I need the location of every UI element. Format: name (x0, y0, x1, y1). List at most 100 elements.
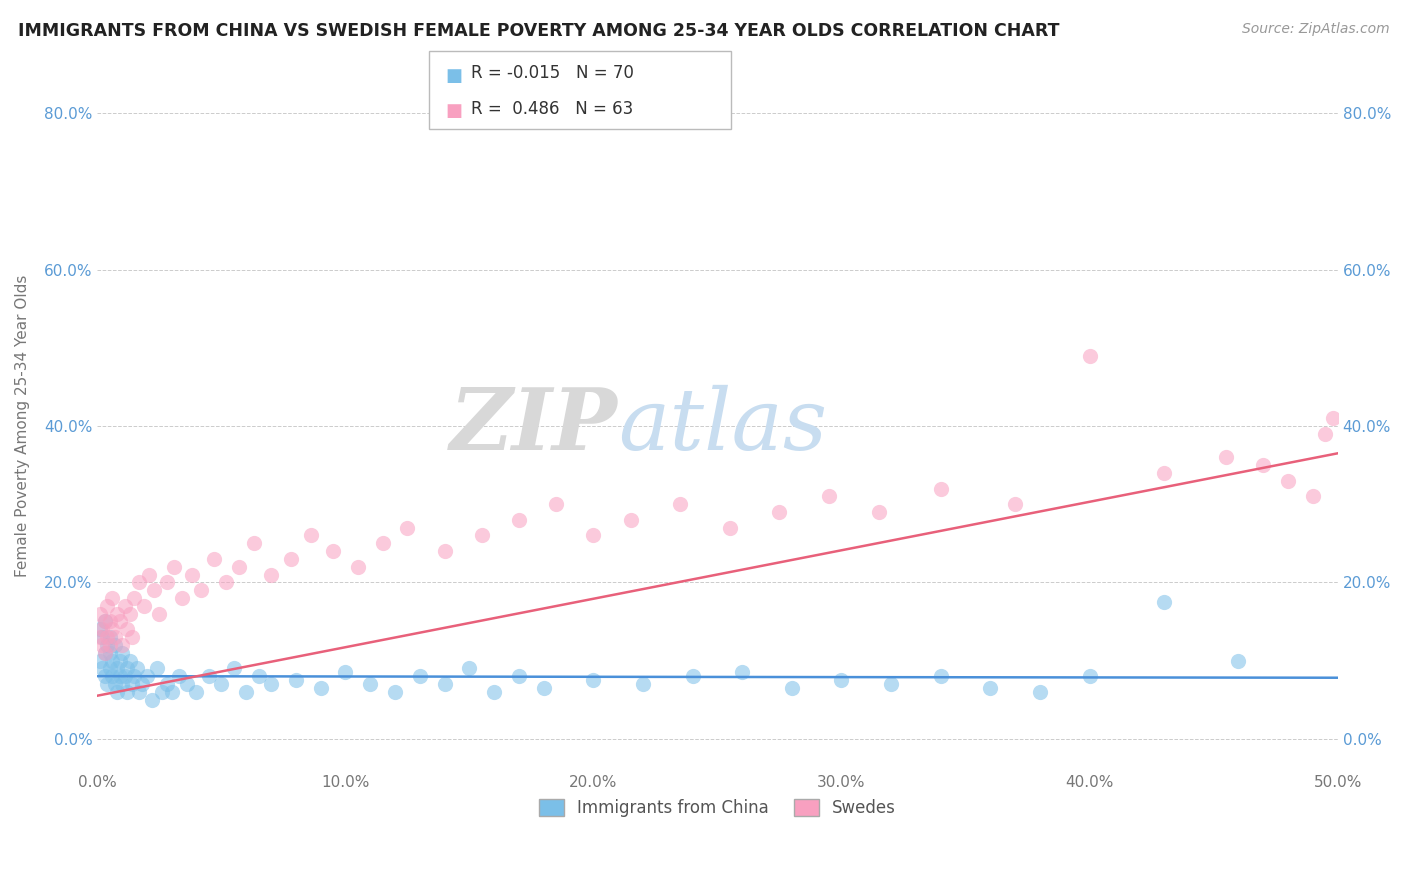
Point (156, 575, 179, 590)
Point (124, 669, 146, 683)
Point (111, 638, 134, 652)
Point (135, 669, 157, 683)
Text: R = -0.015   N = 70: R = -0.015 N = 70 (471, 64, 634, 82)
Point (128, 575, 150, 590)
Point (118, 607, 141, 621)
Point (384, 685, 406, 699)
Point (89, 654, 111, 668)
Point (669, 497, 692, 511)
Point (284, 673, 307, 687)
Point (768, 505, 790, 519)
Point (101, 622, 124, 636)
Point (108, 669, 131, 683)
Point (1078, 669, 1101, 683)
Point (228, 559, 250, 574)
Point (620, 513, 643, 527)
Point (180, 567, 202, 582)
Point (104, 677, 127, 691)
Point (202, 552, 225, 566)
Point (93, 646, 115, 660)
Text: ■: ■ (446, 67, 463, 85)
Point (1215, 450, 1237, 465)
Point (1004, 497, 1026, 511)
Point (115, 685, 138, 699)
Point (111, 677, 134, 691)
Point (396, 520, 419, 534)
Point (346, 559, 368, 574)
Point (96, 630, 118, 644)
Point (104, 638, 127, 652)
Point (880, 677, 903, 691)
Point (682, 669, 704, 683)
Point (631, 677, 654, 691)
Point (143, 583, 166, 598)
Point (163, 559, 186, 574)
Point (508, 513, 530, 527)
Point (105, 685, 128, 699)
Point (108, 615, 131, 629)
Point (198, 669, 221, 683)
Point (128, 685, 150, 699)
Point (91, 638, 114, 652)
Point (91, 630, 114, 644)
Point (96, 677, 118, 691)
Point (108, 654, 131, 668)
Point (818, 489, 841, 503)
Point (93, 646, 115, 660)
Point (582, 528, 605, 542)
Point (93, 669, 115, 683)
Point (125, 661, 148, 675)
Point (979, 681, 1001, 695)
Point (1227, 654, 1250, 668)
Point (1078, 349, 1101, 363)
Point (121, 630, 143, 644)
Point (131, 677, 153, 691)
Point (371, 536, 394, 550)
Point (114, 599, 136, 613)
Point (186, 685, 208, 699)
Point (309, 681, 332, 695)
Point (93, 615, 115, 629)
Point (433, 677, 456, 691)
Point (167, 669, 190, 683)
Point (546, 497, 568, 511)
Point (929, 482, 952, 496)
Point (89, 607, 111, 621)
Point (830, 673, 852, 687)
Text: Source: ZipAtlas.com: Source: ZipAtlas.com (1241, 22, 1389, 37)
Point (235, 685, 257, 699)
Text: atlas: atlas (619, 384, 827, 467)
Point (91, 622, 114, 636)
Text: ■: ■ (446, 103, 463, 120)
Point (156, 677, 179, 691)
Point (111, 646, 134, 660)
Point (718, 520, 741, 534)
Point (98, 630, 121, 644)
Point (471, 528, 494, 542)
Point (247, 669, 270, 683)
Point (242, 536, 264, 550)
Point (138, 567, 160, 582)
Point (1277, 474, 1299, 488)
Legend: Immigrants from China, Swedes: Immigrants from China, Swedes (531, 792, 903, 823)
Point (322, 544, 344, 558)
Point (433, 544, 456, 558)
Point (780, 681, 803, 695)
Text: ZIP: ZIP (450, 384, 619, 467)
Point (134, 599, 156, 613)
Point (929, 669, 952, 683)
Point (1153, 595, 1175, 609)
Point (299, 528, 322, 542)
Point (124, 591, 146, 605)
Point (89, 630, 111, 644)
Point (458, 661, 481, 675)
Point (222, 661, 245, 675)
Y-axis label: Female Poverty Among 25-34 Year Olds: Female Poverty Among 25-34 Year Olds (15, 275, 30, 577)
Point (141, 692, 163, 706)
Point (115, 622, 138, 636)
Text: IMMIGRANTS FROM CHINA VS SWEDISH FEMALE POVERTY AMONG 25-34 YEAR OLDS CORRELATIO: IMMIGRANTS FROM CHINA VS SWEDISH FEMALE … (18, 22, 1060, 40)
Point (146, 661, 169, 675)
Point (582, 673, 605, 687)
Point (215, 575, 238, 590)
Point (190, 583, 212, 598)
